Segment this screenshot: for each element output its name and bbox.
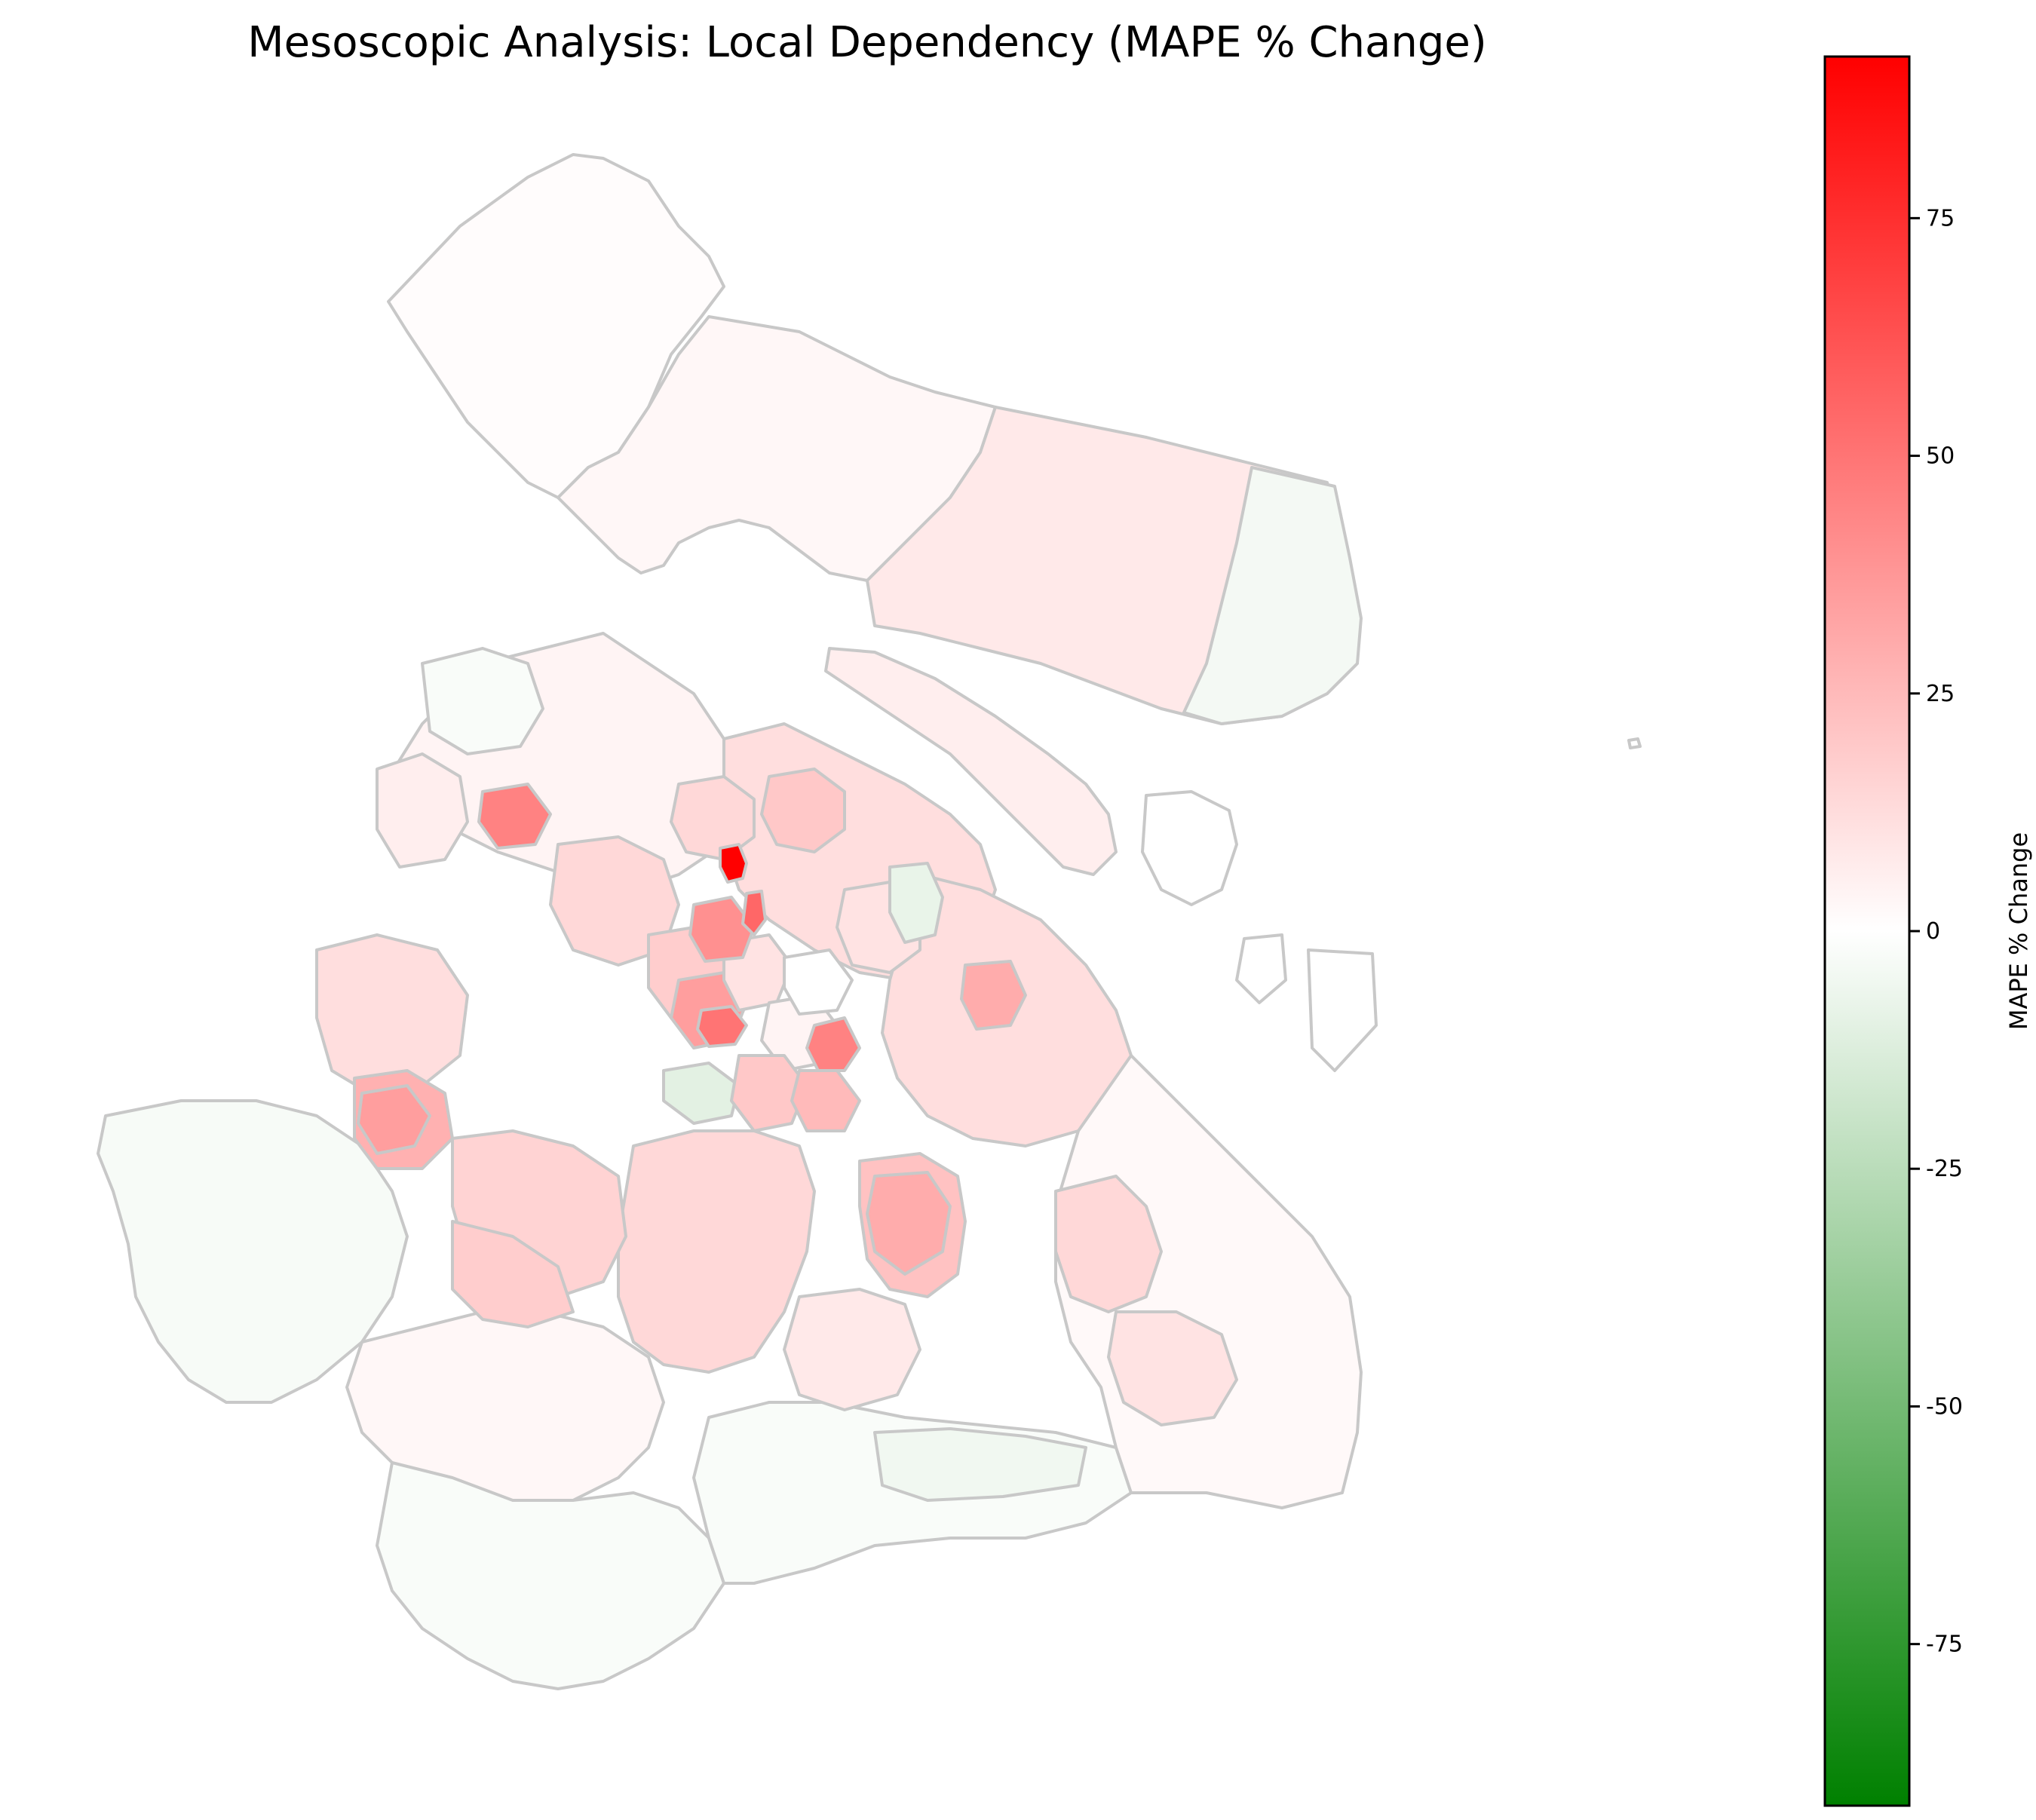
region-islet-east-2 [1307, 948, 1378, 1072]
colorbar-tick-label: 25 [1926, 681, 1955, 707]
colorbar-tick-label: -75 [1926, 1632, 1963, 1658]
region-qingpu [97, 1099, 409, 1404]
region-chongming-center [557, 315, 997, 582]
region-core-7 [783, 948, 854, 1016]
region-jiading-north [421, 647, 544, 755]
region-hongkou-green [888, 862, 944, 944]
region-core-6 [730, 1054, 808, 1132]
region-pudong-east [1054, 1175, 1163, 1313]
region-jiading-hotspot [477, 783, 552, 850]
region-qingpu-east [315, 933, 469, 1095]
region-islet-dot [1627, 737, 1642, 749]
region-fengxian-east [873, 1427, 1087, 1502]
region-baoshan-center [760, 768, 846, 853]
colorbar-ticks: 75 50 25 0 -25 -50 -75 [1909, 205, 1963, 1658]
colorbar-tick-label: -25 [1926, 1156, 1963, 1182]
region-changxing-island [824, 647, 1118, 876]
colorbar-label: MAPE % Change [2004, 832, 2033, 1030]
colorbar-tick-label: 50 [1926, 443, 1955, 470]
colorbar-tick-label: -50 [1926, 1393, 1963, 1420]
colorbar-tick-label: 0 [1926, 918, 1940, 945]
colorbar-tick-label: 75 [1926, 205, 1955, 231]
region-core-10 [696, 1005, 748, 1048]
region-songjiang-center [451, 1220, 575, 1328]
region-hotspot-center [741, 890, 767, 936]
map-regions [97, 153, 1642, 1690]
region-core-8 [688, 896, 756, 963]
region-islet-east-1 [1235, 933, 1287, 1004]
region-core-9 [790, 1069, 861, 1132]
region-qingpu-hotspot [357, 1084, 431, 1155]
region-pudong-hotspot [960, 960, 1027, 1031]
region-core-5 [662, 1062, 741, 1125]
region-hotspot-red [719, 843, 748, 884]
region-minhang-south [783, 1288, 921, 1411]
colorbar-gradient [1823, 55, 1911, 1807]
region-hengsha-island [1141, 790, 1238, 906]
region-chongming-west [387, 153, 725, 499]
region-minhang-hotspot [866, 1171, 952, 1276]
region-minhang [617, 1129, 816, 1374]
region-chongming-far-east [1182, 466, 1363, 725]
map-title: Mesoscopic Analysis: Local Dependency (M… [247, 18, 1486, 67]
colorbar: 75 50 25 0 -25 -50 -75 MAPE % Change [1823, 55, 2033, 1807]
region-jiading-west [376, 752, 469, 869]
region-pudong-southeast [1107, 1310, 1238, 1426]
region-jinshan [376, 1461, 725, 1690]
region-core-4 [805, 1016, 861, 1072]
